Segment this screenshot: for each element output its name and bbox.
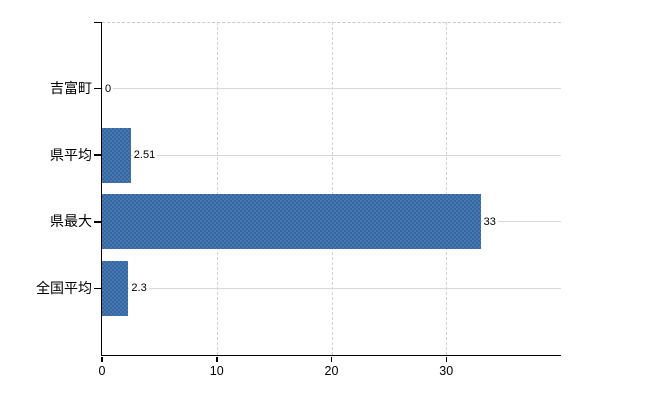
x-gridline xyxy=(446,22,448,355)
bar xyxy=(102,127,131,183)
bar-value-label: 2.51 xyxy=(131,148,158,163)
x-axis-tick xyxy=(330,357,333,362)
x-axis-tick xyxy=(101,357,103,362)
category-label: 全国平均 xyxy=(36,279,92,296)
x-axis-tick xyxy=(445,357,447,362)
y-axis-tick xyxy=(94,221,101,223)
x-axis-tick xyxy=(216,357,218,362)
category-label: 県最大 xyxy=(50,213,92,230)
plot-area: 0 10 20 30 吉富町 0 県平均 2.51 県最大 33 全国平均 2.3 xyxy=(36,21,561,378)
x-gridline xyxy=(331,22,333,355)
x-gridline xyxy=(216,22,218,355)
y-axis-tick xyxy=(94,154,101,156)
category-label: 吉富町 xyxy=(50,80,92,97)
y-axis-tick xyxy=(94,87,101,90)
bar xyxy=(102,260,129,316)
category-gridline xyxy=(102,88,561,90)
y-axis-tick xyxy=(94,287,101,290)
bar-value-label: 33 xyxy=(481,214,498,229)
bar-value-label: 0 xyxy=(103,81,114,96)
category-gridline xyxy=(102,287,561,289)
x-tick-label: 20 xyxy=(324,364,339,378)
y-axis-top-tick xyxy=(94,21,101,23)
bar-value-label: 2.3 xyxy=(129,281,149,296)
category-gridline xyxy=(102,154,561,156)
x-tick-label: 30 xyxy=(439,364,454,378)
x-tick-label: 10 xyxy=(209,364,224,378)
bar xyxy=(102,194,481,250)
category-label: 県平均 xyxy=(50,146,92,163)
x-tick-label: 0 xyxy=(98,364,106,378)
